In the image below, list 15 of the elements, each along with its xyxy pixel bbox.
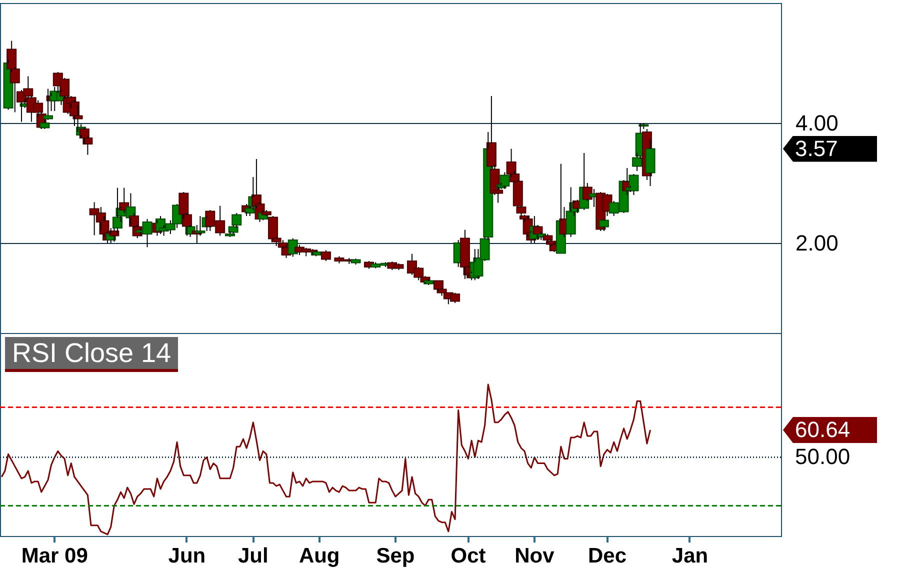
- x-tick-label: Dec: [588, 544, 627, 568]
- x-tick-label: Nov: [514, 544, 555, 568]
- x-tick-label: Aug: [298, 544, 340, 568]
- y-tick-label: 2.00: [796, 230, 838, 256]
- chart-title: RSI Close 14: [5, 337, 178, 372]
- x-tick-label: Mar 09: [21, 544, 88, 568]
- text: 50.00: [795, 444, 850, 470]
- y-tick-label: 4.00: [796, 110, 838, 136]
- text: 60.64: [795, 416, 850, 442]
- text: 3.57: [795, 136, 838, 161]
- x-tick-label: Jun: [168, 544, 206, 568]
- x-tick-label: Sep: [376, 544, 415, 568]
- x-tick-label: Jul: [238, 544, 268, 568]
- x-tick-label: Oct: [450, 544, 486, 568]
- x-tick-label: Jan: [672, 544, 708, 568]
